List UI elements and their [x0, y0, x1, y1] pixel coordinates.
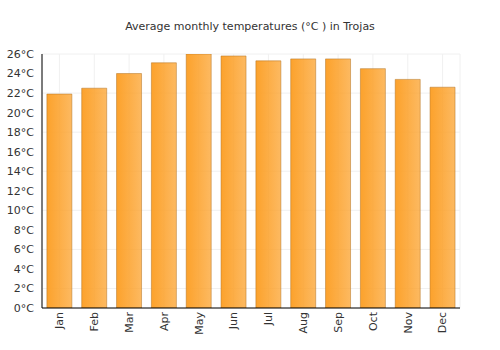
svg-text:16°C: 16°C [8, 146, 34, 159]
svg-text:12°C: 12°C [8, 185, 34, 198]
svg-text:2°C: 2°C [14, 282, 34, 295]
svg-text:Oct: Oct [367, 311, 380, 331]
svg-text:26°C: 26°C [8, 48, 34, 61]
svg-text:May: May [193, 312, 206, 335]
svg-text:24°C: 24°C [8, 67, 34, 80]
svg-text:Feb: Feb [88, 312, 101, 331]
svg-text:Mar: Mar [123, 312, 136, 333]
svg-text:14°C: 14°C [8, 165, 34, 178]
svg-text:Dec: Dec [436, 312, 449, 333]
svg-text:Aug: Aug [297, 312, 310, 333]
svg-text:Jul: Jul [262, 312, 275, 326]
svg-text:22°C: 22°C [8, 87, 34, 100]
svg-text:Sep: Sep [332, 312, 345, 333]
svg-text:4°C: 4°C [14, 263, 34, 276]
svg-text:18°C: 18°C [8, 126, 34, 139]
svg-text:6°C: 6°C [14, 243, 34, 256]
svg-text:20°C: 20°C [8, 107, 34, 120]
svg-text:Nov: Nov [402, 312, 415, 334]
svg-text:0°C: 0°C [14, 302, 34, 315]
svg-text:Jun: Jun [227, 312, 240, 330]
svg-text:Apr: Apr [158, 312, 171, 332]
svg-text:Jan: Jan [53, 312, 66, 330]
svg-text:10°C: 10°C [8, 204, 34, 217]
html-text:Average monthly temperatures (: Average monthly temperatures (°C ) in Tr… [125, 20, 375, 33]
svg-text:8°C: 8°C [14, 224, 34, 237]
